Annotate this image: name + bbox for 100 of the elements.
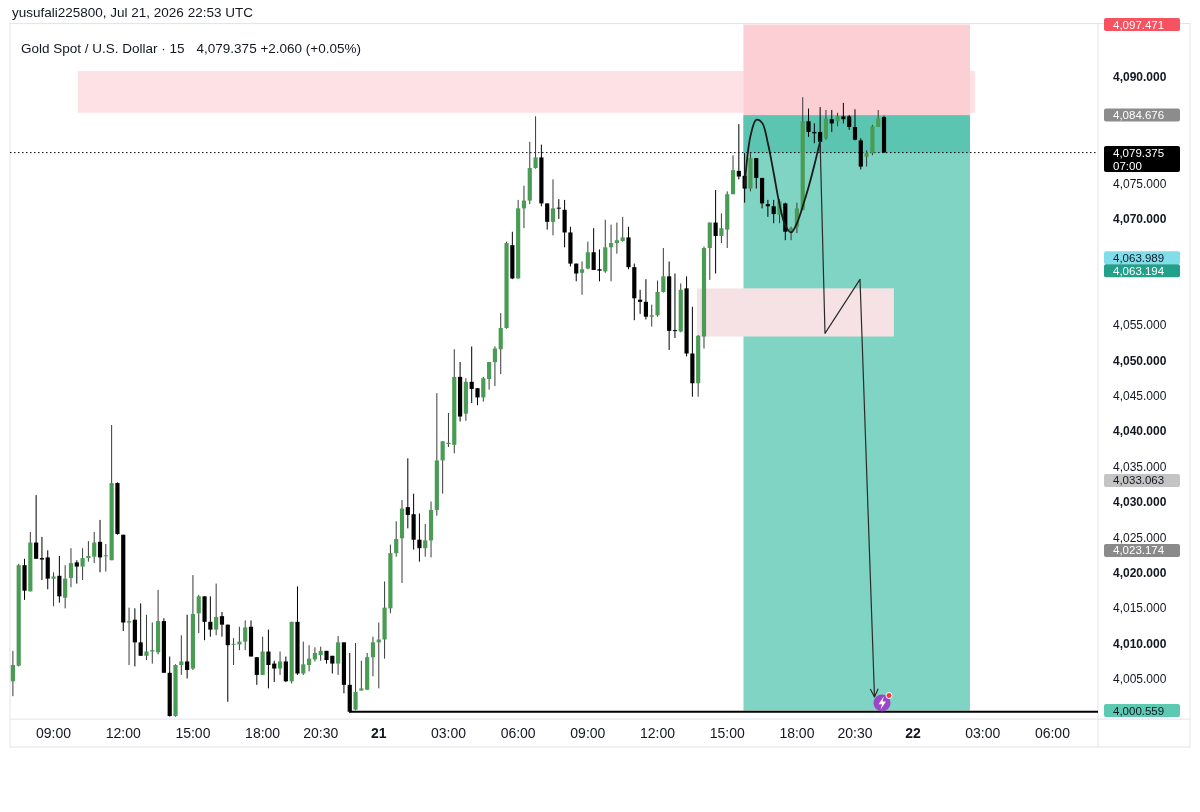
candlestick — [68, 547, 74, 588]
candlestick — [417, 513, 422, 563]
candlestick — [126, 607, 132, 666]
text: yusufali225800, Jul 21, 2026 22:53 UTC — [12, 5, 254, 20]
candlestick — [545, 202, 550, 231]
x-tick-label: 22 — [905, 725, 922, 741]
candlestick — [10, 650, 15, 697]
y-tick-label: 4,030.000 — [1113, 495, 1167, 510]
candlestick — [243, 619, 248, 651]
candlestick — [225, 624, 230, 703]
candlestick — [103, 543, 108, 573]
x-tick-label: 18:00 — [779, 725, 815, 741]
candlestick — [550, 178, 556, 236]
candlestick — [45, 549, 50, 590]
candlestick — [771, 199, 776, 224]
x-tick-label: 12:00 — [640, 725, 676, 741]
candlestick — [51, 571, 56, 607]
candlestick — [806, 108, 811, 138]
y-tick-label: 4,033.063 — [1113, 474, 1165, 487]
candlestick — [179, 634, 184, 676]
x-tick-label: 06:00 — [1034, 725, 1071, 741]
x-tick-label: 03:00 — [965, 725, 1001, 741]
candlestick — [138, 602, 143, 657]
candlestick — [614, 222, 619, 255]
y-tick-label: 4,097.471 — [1113, 18, 1165, 31]
candlestick — [39, 536, 45, 581]
candlestick — [92, 531, 97, 564]
x-tick-label: 09:00 — [36, 725, 72, 741]
candlestick — [336, 635, 341, 676]
x-tick-label: 09:00 — [570, 725, 606, 741]
candlestick — [219, 611, 225, 638]
y-tick-label: 4,010.000 — [1113, 636, 1167, 651]
candlestick — [585, 241, 590, 270]
y-tick-label: 4,050.000 — [1113, 353, 1167, 368]
y-tick-label: 4,075.000 — [1113, 176, 1167, 191]
candlestick — [405, 457, 410, 529]
y-tick-label: 4,005.000 — [1113, 672, 1167, 687]
candlestick — [672, 273, 678, 339]
candlestick — [132, 607, 137, 667]
x-tick-label: 03:00 — [430, 725, 467, 741]
x-tick-label: 21 — [370, 725, 387, 741]
candlestick — [74, 559, 79, 585]
ref-line-label: 4,079.375 07:00 — [1113, 146, 1165, 172]
y-tick-label: 4,040.000 — [1113, 424, 1167, 439]
candlestick — [562, 199, 567, 248]
candlestick — [301, 641, 306, 676]
y-tick-label: 4,063.989 — [1113, 251, 1165, 264]
text: 4,079.375 +2.060 (+0.05%) — [196, 41, 361, 56]
candlestick — [144, 614, 149, 661]
candlestick — [841, 102, 846, 124]
candlestick — [498, 312, 503, 375]
y-tick-label: 4,020.000 — [1113, 565, 1167, 580]
x-tick-label: 15:00 — [175, 725, 211, 741]
candlestick — [260, 636, 265, 676]
candlestick — [231, 637, 236, 666]
candlestick — [196, 594, 201, 634]
candlestick — [80, 547, 85, 581]
line-series — [743, 118, 822, 234]
candlestick — [754, 157, 759, 190]
x-tick-label: 20:30 — [837, 725, 873, 741]
candlestick — [353, 642, 358, 711]
y-tick-label: 4,025.000 — [1113, 530, 1167, 545]
candlestick — [655, 280, 660, 318]
candlestick — [423, 523, 428, 558]
candlestick — [643, 278, 649, 321]
x-tick-label: 20:30 — [303, 725, 339, 741]
x-tick-label: 15:00 — [709, 725, 745, 741]
y-tick-label: 4,015.000 — [1113, 601, 1167, 616]
candlestick — [823, 109, 829, 141]
candlestick — [620, 216, 625, 243]
y-tick-label: 4,063.194 — [1113, 264, 1165, 277]
candlestick — [394, 520, 399, 558]
candlestick — [852, 108, 858, 141]
candlestick — [214, 583, 219, 636]
y-tick-label: 4,045.000 — [1113, 388, 1167, 403]
candlestick — [208, 595, 213, 638]
candlestick — [556, 198, 561, 220]
text: Gold Spot / U.S. Dollar · 15 — [21, 41, 185, 56]
candlestick — [370, 636, 376, 677]
y-tick-label: 4,084.676 — [1113, 109, 1165, 122]
y-tick-label: 4,090.000 — [1113, 70, 1167, 85]
y-tick-label: 4,070.000 — [1113, 211, 1167, 226]
candlestick — [277, 651, 283, 676]
candlestick — [533, 115, 538, 170]
candlestick — [713, 189, 718, 275]
candlestick — [661, 247, 666, 294]
x-tick-label: 18:00 — [245, 725, 281, 741]
candlestick — [481, 376, 486, 403]
y-tick-label: 4,035.000 — [1113, 459, 1167, 474]
x-tick-label: 06:00 — [500, 725, 536, 741]
candlestick — [57, 555, 62, 604]
candlestick — [34, 494, 39, 560]
candlestick — [185, 614, 190, 679]
x-tick-label: 12:00 — [105, 725, 141, 741]
candlestick — [649, 304, 654, 328]
y-tick-label: 4,023.174 — [1113, 544, 1165, 557]
candlestick — [254, 656, 259, 686]
candlestick — [283, 656, 288, 683]
y-tick-label: 4,000.559 — [1113, 704, 1165, 717]
candlestick — [63, 564, 68, 609]
